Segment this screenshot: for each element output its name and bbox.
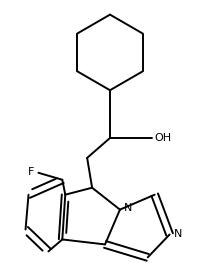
Text: OH: OH — [155, 133, 172, 143]
Text: N: N — [124, 203, 132, 213]
Text: N: N — [174, 229, 182, 240]
Text: F: F — [28, 167, 35, 177]
